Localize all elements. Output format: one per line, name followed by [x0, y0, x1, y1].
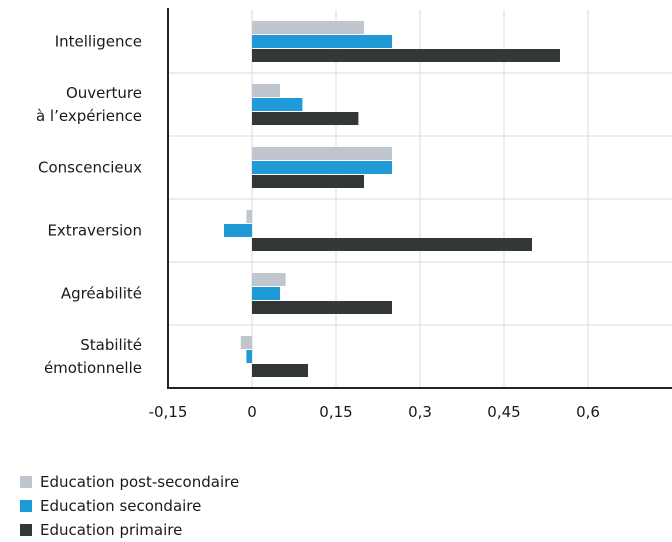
bar-5-0 — [240, 336, 252, 349]
x-tick-label-4: 0,45 — [487, 403, 520, 421]
category-label-2: Conscencieux — [38, 159, 142, 177]
category-label-line: à l’expérience — [36, 107, 142, 125]
bar-2-2 — [252, 175, 364, 188]
category-labels: Intelligence Ouverture à l’expérience Consc… — [36, 33, 142, 378]
bar-2-1 — [252, 161, 392, 174]
bar-3-0 — [246, 210, 252, 223]
x-tick-label-1: 0 — [247, 403, 257, 421]
category-label-line: Extraversion — [47, 222, 142, 240]
bar-3-1 — [224, 224, 252, 237]
bar-chart: Intelligence Ouverture à l’expérience Consc… — [36, 8, 672, 421]
legend-item-post-secondaire: Education post-secondaire — [20, 470, 239, 494]
category-label-3: Extraversion — [47, 222, 142, 240]
grid-lines — [168, 10, 672, 388]
bar-2-0 — [252, 147, 392, 160]
legend-label-primaire: Education primaire — [40, 521, 183, 539]
legend-swatch-secondaire — [20, 500, 32, 512]
category-label-line: Ouverture — [66, 84, 142, 102]
category-label-line: Intelligence — [55, 33, 142, 51]
category-label-line: Agréabilité — [61, 285, 142, 303]
bar-1-0 — [252, 84, 280, 97]
bar-4-1 — [252, 287, 280, 300]
x-tick-label-3: 0,3 — [408, 403, 432, 421]
bar-0-1 — [252, 35, 392, 48]
bar-5-1 — [246, 350, 252, 363]
category-label-4: Agréabilité — [61, 285, 142, 303]
legend-item-primaire: Education primaire — [20, 518, 239, 542]
legend-swatch-primaire — [20, 524, 32, 536]
x-tick-label-2: 0,15 — [319, 403, 352, 421]
bar-5-2 — [252, 364, 308, 377]
x-tick-label-0: -0,15 — [149, 403, 188, 421]
category-label-line: Stabilité — [80, 336, 142, 354]
bar-3-2 — [252, 238, 532, 251]
category-label-5: Stabilité émotionnelle — [44, 336, 142, 377]
legend-swatch-post-secondaire — [20, 476, 32, 488]
bar-0-0 — [252, 21, 364, 34]
category-label-line: Conscencieux — [38, 159, 142, 177]
axes — [167, 8, 672, 389]
bar-1-1 — [252, 98, 303, 111]
bar-0-2 — [252, 49, 560, 62]
bar-4-2 — [252, 301, 392, 314]
legend-item-secondaire: Education secondaire — [20, 494, 239, 518]
bar-4-0 — [252, 273, 286, 286]
legend-label-post-secondaire: Education post-secondaire — [40, 473, 240, 491]
legend: Education post-secondaire Education seco… — [20, 470, 239, 542]
bars — [224, 21, 560, 377]
category-label-0: Intelligence — [55, 33, 142, 51]
tick-labels: -0,15 0 0,15 0,3 0,45 0,6 — [149, 403, 600, 421]
legend-label-secondaire: Education secondaire — [40, 497, 202, 515]
category-label-line: émotionnelle — [44, 359, 142, 377]
x-tick-label-5: 0,6 — [576, 403, 600, 421]
bar-1-2 — [252, 112, 359, 125]
category-label-1: Ouverture à l’expérience — [36, 84, 142, 125]
